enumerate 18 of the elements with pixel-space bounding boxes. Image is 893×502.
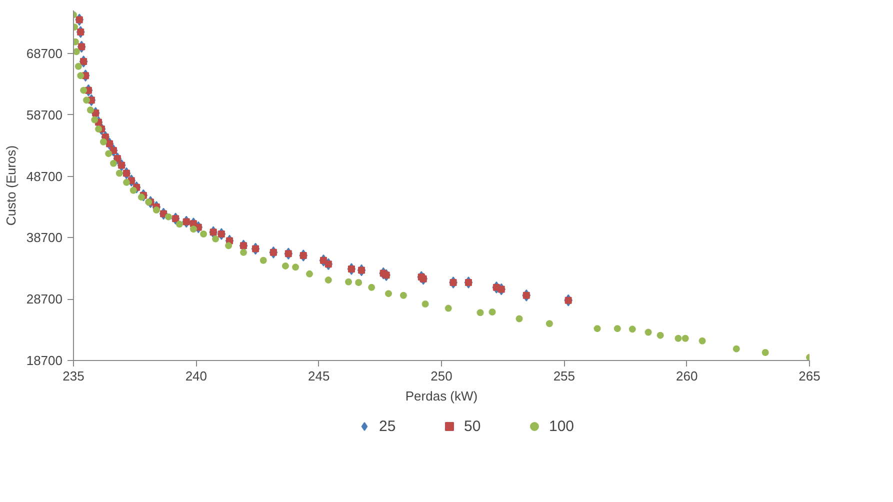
y-tick-label: 18700 bbox=[26, 353, 63, 368]
y-tick-label: 38700 bbox=[26, 230, 63, 246]
legend-label: 25 bbox=[378, 418, 397, 434]
x-tick-label: 245 bbox=[308, 368, 330, 384]
y-axis-title: Custo (Euros) bbox=[3, 145, 18, 226]
y-tick-label: 68700 bbox=[26, 46, 63, 61]
legend-label: 50 bbox=[464, 418, 482, 434]
legend-label: 100 bbox=[548, 418, 574, 434]
y-tick-label: 58700 bbox=[26, 107, 63, 122]
x-tick-label: 235 bbox=[62, 368, 84, 384]
x-axis-title: Perdas (kW) bbox=[405, 388, 478, 404]
x-tick-label: 265 bbox=[798, 368, 820, 384]
y-tick-label: 48700 bbox=[26, 168, 63, 184]
x-tick-label: 240 bbox=[185, 368, 208, 384]
x-tick-label: 255 bbox=[553, 368, 576, 384]
y-tick-label: 28700 bbox=[26, 292, 63, 307]
x-tick-label: 250 bbox=[430, 368, 452, 384]
x-tick-label: 260 bbox=[676, 368, 698, 384]
